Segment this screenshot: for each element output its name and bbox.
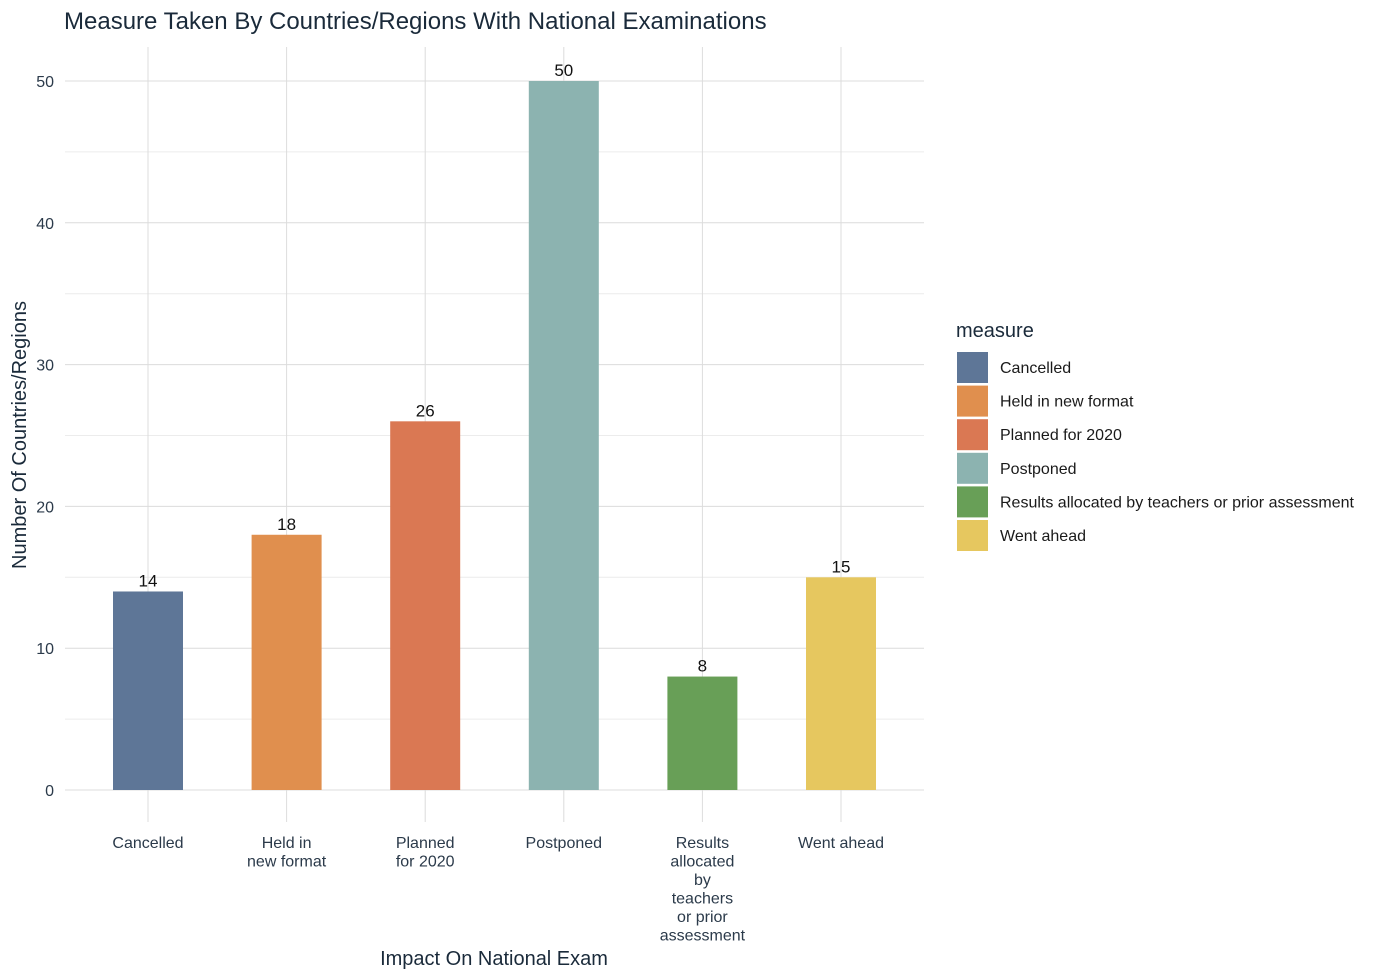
grid bbox=[65, 47, 924, 822]
data-label: 18 bbox=[277, 515, 296, 534]
y-axis-ticks: 0 10 20 30 40 50 bbox=[36, 74, 54, 800]
chart-title: Measure Taken By Countries/Regions With … bbox=[64, 8, 767, 35]
x-tick-label: Held in new format bbox=[247, 835, 327, 871]
x-tick-label: Cancelled bbox=[112, 835, 183, 852]
bar bbox=[667, 676, 738, 790]
bar bbox=[390, 421, 461, 790]
legend-swatch bbox=[957, 486, 988, 518]
legend-label: Went ahead bbox=[1000, 528, 1086, 545]
y-axis-title: Number Of Countries/Regions bbox=[9, 301, 31, 569]
x-axis-ticks: Cancelled Held in new format Planned for 202… bbox=[112, 835, 884, 945]
y-tick-label: 0 bbox=[45, 783, 54, 800]
legend-swatch bbox=[957, 385, 988, 417]
x-axis-title: Impact On National Exam bbox=[380, 948, 608, 970]
legend-label: Postponed bbox=[1000, 461, 1077, 478]
data-label: 8 bbox=[698, 657, 707, 676]
legend-label: Cancelled bbox=[1000, 360, 1071, 377]
data-label: 14 bbox=[139, 571, 158, 590]
bar bbox=[528, 81, 599, 790]
x-tick-label: Postponed bbox=[526, 835, 603, 852]
y-tick-label: 10 bbox=[36, 641, 54, 658]
y-tick-label: 30 bbox=[36, 358, 54, 375]
bar bbox=[251, 534, 322, 790]
legend: measure Cancelled Held in new format Plann… bbox=[956, 320, 1354, 551]
legend-title: measure bbox=[956, 320, 1034, 342]
legend-swatch bbox=[957, 352, 988, 383]
legend-label: Results allocated by teachers or prior a… bbox=[1000, 494, 1354, 511]
y-tick-label: 50 bbox=[36, 74, 54, 91]
x-tick-label: Results allocated by teachers or prior assess… bbox=[660, 835, 746, 945]
legend-swatch bbox=[957, 520, 988, 551]
legend-label: Planned for 2020 bbox=[1000, 427, 1122, 444]
x-tick-label: Went ahead bbox=[798, 835, 884, 852]
bar bbox=[806, 577, 876, 790]
bar bbox=[113, 591, 183, 790]
y-tick-label: 40 bbox=[36, 216, 54, 233]
data-label: 15 bbox=[832, 557, 851, 576]
x-tick-label: Planned for 2020 bbox=[396, 835, 455, 871]
legend-label: Held in new format bbox=[1000, 394, 1134, 411]
legend-swatch bbox=[957, 419, 988, 451]
y-tick-label: 20 bbox=[36, 499, 54, 516]
legend-swatch bbox=[957, 452, 988, 484]
data-label: 26 bbox=[416, 401, 435, 420]
data-label: 50 bbox=[554, 61, 573, 80]
bars: 14 18 26 50 8 15 bbox=[113, 61, 876, 790]
